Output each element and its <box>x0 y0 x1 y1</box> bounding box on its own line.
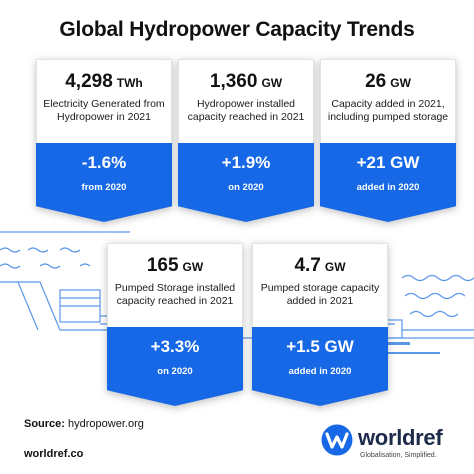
card-header: 26 GW Capacity added in 2021, including p… <box>320 59 456 143</box>
card-header: 1,360 GW Hydropower installed capacity re… <box>178 59 314 143</box>
card-change-note: added in 2020 <box>288 366 352 377</box>
card-value-line: 1,360 GW <box>179 71 313 94</box>
card-change-panel: +3.3% on 2020 <box>107 327 243 406</box>
card-change-note: added in 2020 <box>356 182 420 193</box>
stat-card-electricity: 4,298 TWh Electricity Generated from Hydr… <box>36 59 172 222</box>
card-description: Electricity Generated from Hydropower in… <box>43 98 165 123</box>
website-link[interactable]: worldref.co <box>24 448 84 460</box>
card-unit: GW <box>261 76 283 90</box>
logo-tagline: Globalisation, Simplified. <box>360 452 437 459</box>
card-change-panel: +1.5 GW added in 2020 <box>252 327 388 406</box>
card-change: +1.9% <box>221 153 271 172</box>
card-change-panel: +21 GW added in 2020 <box>320 143 456 222</box>
card-description: Pumped storage capacity added in 2021 <box>260 282 380 307</box>
worldref-w-logo-icon <box>321 424 353 456</box>
card-description: Hydropower installed capacity reached in… <box>187 98 305 123</box>
card-change-panel: +1.9% on 2020 <box>178 143 314 222</box>
card-unit: GW <box>324 260 346 274</box>
card-value-line: 165 GW <box>108 255 242 278</box>
logo-name: worldref <box>358 425 443 450</box>
card-change-note: on 2020 <box>157 366 193 377</box>
card-value: 165 <box>146 255 179 276</box>
card-change: +21 GW <box>356 153 420 172</box>
card-unit: GW <box>182 260 204 274</box>
card-value-line: 4.7 GW <box>253 255 387 278</box>
card-change: -1.6% <box>81 153 127 172</box>
card-value-line: 26 GW <box>321 71 455 94</box>
card-header: 4.7 GW Pumped storage capacity added in 2… <box>252 243 388 327</box>
card-change-panel: -1.6% from 2020 <box>36 143 172 222</box>
source-link[interactable]: hydropower.org <box>68 418 144 430</box>
card-value: 4,298 <box>65 71 113 92</box>
stat-card-capacity-added: 26 GW Capacity added in 2021, including p… <box>320 59 456 222</box>
card-change-note: from 2020 <box>81 182 127 193</box>
card-change: +1.5 GW <box>286 337 354 356</box>
card-header: 165 GW Pumped Storage installed capacity … <box>107 243 243 327</box>
card-change: +3.3% <box>150 337 200 356</box>
card-value-line: 4,298 TWh <box>37 71 171 94</box>
card-value: 26 <box>365 71 387 92</box>
source-line: Source: hydropower.org <box>24 418 144 430</box>
card-value: 1,360 <box>209 71 258 92</box>
card-description: Pumped Storage installed capacity reache… <box>114 282 236 307</box>
stat-card-hydropower-capacity: 1,360 GW Hydropower installed capacity re… <box>178 59 314 222</box>
card-unit: GW <box>390 76 411 90</box>
card-description: Capacity added in 2021, including pumped… <box>327 98 449 123</box>
stat-card-pumped-storage-capacity: 165 GW Pumped Storage installed capacity … <box>107 243 243 406</box>
card-header: 4,298 TWh Electricity Generated from Hydr… <box>36 59 172 143</box>
stat-card-pumped-storage-added: 4.7 GW Pumped storage capacity added in 2… <box>252 243 388 406</box>
card-value: 4.7 <box>294 255 321 276</box>
card-unit: TWh <box>116 76 143 90</box>
worldref-logo[interactable]: worldref Globalisation, Simplified. <box>321 424 471 464</box>
page-title: Global Hydropower Capacity Trends <box>59 18 415 41</box>
card-change-note: on 2020 <box>228 182 264 193</box>
source-label: Source: <box>24 418 65 430</box>
